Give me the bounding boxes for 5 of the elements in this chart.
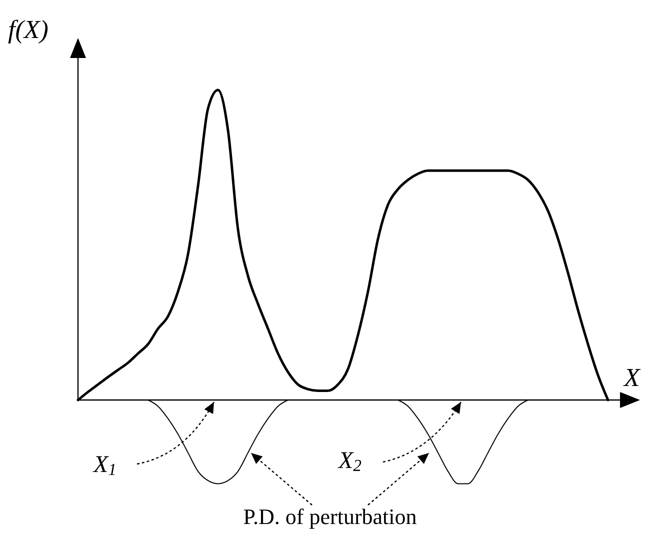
annotation: X$_{2}$: [337, 448, 362, 475]
annotation: X$_{1}$: [92, 452, 117, 479]
x-axis-title: X: [623, 363, 641, 392]
y-axis-title: f(X): [8, 15, 48, 44]
text: P.D. of perturbation: [243, 504, 417, 529]
